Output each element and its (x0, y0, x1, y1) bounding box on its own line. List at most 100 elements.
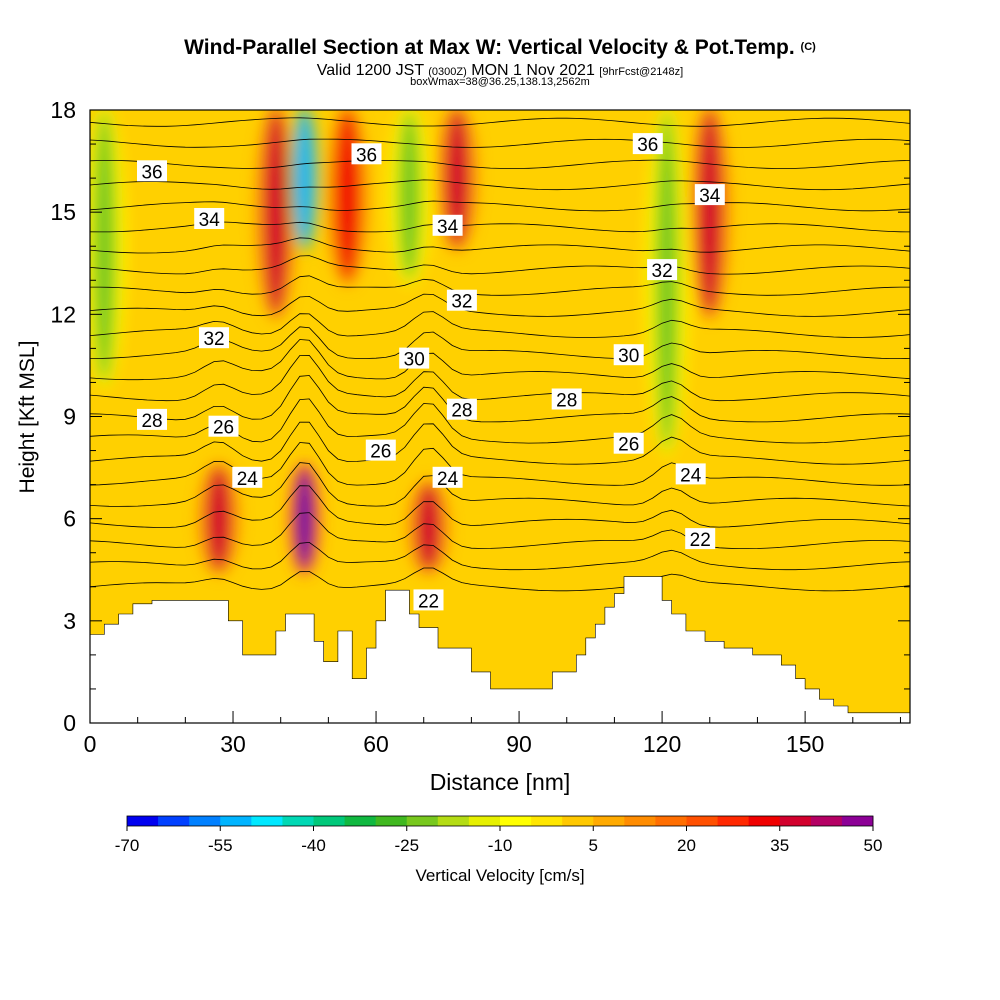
colorbar-bin (531, 816, 563, 826)
colorbar-tick-label: 50 (864, 836, 883, 855)
colorbar-bin (779, 816, 812, 826)
contour-label: 24 (432, 466, 463, 490)
colorbar-bin (220, 816, 252, 826)
velocity-core (206, 467, 231, 570)
velocity-core (295, 467, 314, 570)
velocity-core (654, 110, 679, 451)
contour-label-box (351, 143, 382, 165)
x-tick-label: 0 (84, 731, 97, 757)
colorbar-bin (500, 816, 532, 826)
contour-label-text: 32 (652, 261, 673, 282)
isentrope-line (90, 354, 910, 402)
isentrope-line (90, 159, 910, 170)
colorbar-bin (437, 816, 470, 826)
isentrope-line (90, 255, 910, 275)
contour-label-text: 26 (213, 418, 234, 439)
contour-label-box (137, 408, 167, 430)
contour-label-text: 34 (437, 217, 459, 238)
contour-label-text: 36 (141, 162, 162, 183)
isentrope-line (90, 462, 910, 507)
contour-label-box (199, 327, 229, 349)
contour-label-text: 34 (699, 186, 721, 207)
x-axis-label: Distance [nm] (430, 769, 571, 795)
contour-label: 34 (432, 214, 463, 238)
colorbar-tick-label: -10 (488, 836, 513, 855)
contour-label: 36 (351, 143, 382, 166)
colorbar-tick-label: -25 (394, 836, 419, 855)
contour-label-text: 36 (356, 145, 377, 166)
y-tick-label: 9 (63, 404, 76, 430)
colorbar-tick-label: -55 (208, 836, 233, 855)
contour-label: 22 (413, 589, 444, 612)
velocity-core (416, 484, 441, 570)
velocity-core (445, 110, 470, 247)
colorbar-bin (468, 816, 501, 826)
x-tick-label: 30 (220, 731, 246, 757)
contour-label: 28 (137, 408, 167, 432)
colorbar-bin (158, 816, 190, 826)
contour-label-box (694, 184, 725, 206)
isentrope-line (90, 567, 910, 592)
x-tick-label: 60 (363, 731, 389, 757)
isentrope-line (90, 237, 910, 254)
chart-subtitle: Valid 1200 JST (0300Z) MON 1 Nov 2021 [9… (316, 62, 684, 79)
isentrope-line (90, 339, 910, 381)
colorbar-bin (686, 816, 718, 826)
y-tick-label: 18 (50, 97, 76, 123)
chart-title: Wind-Parallel Section at Max W: Vertical… (184, 36, 816, 59)
colorbar-bin (593, 816, 625, 826)
contour-label-text: 28 (141, 411, 162, 432)
contour-label: 28 (446, 398, 477, 422)
contour-labels: 36 34 32 28 26 24 36 30 26 34 32 28 24 22 28 36 32 30 26 34… (137, 133, 725, 612)
colorbar-bin (344, 816, 377, 826)
contour-label-box (685, 528, 716, 550)
isentrope-line (90, 117, 910, 127)
contour-label-box (446, 289, 477, 311)
x-tick-label: 150 (786, 731, 824, 757)
colorbar-bin (748, 816, 781, 826)
colorbar-tick-label: 20 (677, 836, 696, 855)
colorbar-bin (406, 816, 439, 826)
velocity-core (397, 110, 422, 281)
isentrope-line (90, 421, 910, 465)
colorbar-label: Vertical Velocity [cm/s] (415, 866, 584, 885)
contour-label-text: 32 (203, 329, 224, 350)
contour-label-box (647, 259, 678, 281)
isentrope-line (90, 200, 910, 212)
velocity-core (335, 110, 360, 281)
contour-label: 24 (232, 466, 263, 490)
contour-label-box (446, 398, 477, 420)
contour-label-text: 30 (404, 350, 425, 371)
contour-label: 34 (194, 208, 225, 231)
isentrope-line (90, 293, 910, 317)
contour-label-box (632, 133, 663, 155)
contour-label-box (232, 466, 263, 488)
colorbar-bin (251, 816, 283, 826)
isentrope-line (90, 375, 910, 423)
contour-label: 32 (647, 259, 678, 282)
contour-label-text: 28 (556, 391, 577, 412)
contour-label-box (413, 589, 444, 611)
contour-label-text: 22 (690, 530, 711, 551)
colorbar-tick-label: 35 (770, 836, 789, 855)
terrain (90, 576, 910, 723)
isentrope-line (90, 442, 910, 486)
contour-label: 32 (446, 289, 477, 313)
isentrope-line (90, 311, 910, 338)
contour-label-box (208, 415, 239, 437)
contour-label-box (613, 344, 644, 366)
contour-label-text: 22 (418, 591, 439, 612)
contour-label-box (432, 214, 463, 236)
colorbar-bin (282, 816, 314, 826)
colorbar-bin (562, 816, 594, 826)
y-tick-label: 0 (63, 710, 76, 736)
x-tick-label: 90 (506, 731, 532, 757)
contour-label-text: 32 (451, 292, 472, 313)
contour-label: 26 (208, 415, 239, 439)
isentrope-line (90, 541, 910, 571)
y-tick-label: 6 (63, 506, 76, 532)
contour-label: 36 (137, 160, 167, 183)
colorbar-bin (810, 816, 843, 826)
colorbar-bin (313, 816, 345, 826)
